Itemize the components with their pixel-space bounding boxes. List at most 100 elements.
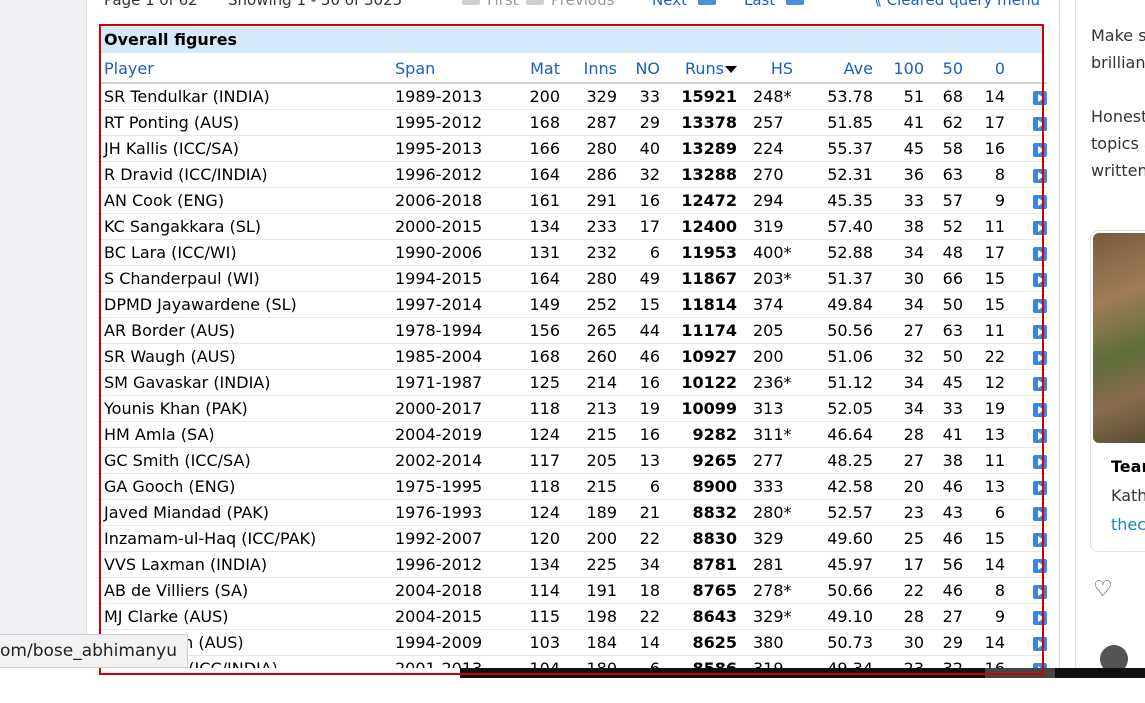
play-arrow-icon[interactable] — [1033, 402, 1047, 417]
col-no[interactable]: NO — [635, 59, 660, 78]
cell-action[interactable] — [1005, 629, 1047, 656]
cell-action[interactable] — [1005, 135, 1047, 162]
last-icon[interactable] — [786, 0, 804, 5]
cell-action[interactable] — [1005, 317, 1047, 344]
cell-action[interactable] — [1005, 109, 1047, 136]
cell-action[interactable] — [1005, 395, 1047, 422]
play-arrow-icon[interactable] — [1033, 298, 1047, 313]
cell-player[interactable]: S Chanderpaul (WI) — [101, 265, 392, 292]
col-span[interactable]: Span — [395, 59, 436, 78]
cell-hundreds: 20 — [873, 473, 924, 500]
cell-action[interactable] — [1005, 473, 1047, 500]
next-icon[interactable] — [698, 0, 716, 5]
cell-action[interactable] — [1005, 421, 1047, 448]
horizontal-scrollbar[interactable] — [460, 668, 1145, 678]
play-arrow-icon[interactable] — [1033, 246, 1047, 261]
play-arrow-icon[interactable] — [1033, 480, 1047, 495]
cell-action[interactable] — [1005, 239, 1047, 266]
cell-action[interactable] — [1005, 265, 1047, 292]
cell-action[interactable] — [1005, 551, 1047, 578]
col-hs[interactable]: HS — [770, 59, 793, 78]
play-arrow-icon[interactable] — [1033, 350, 1047, 365]
cell-player[interactable]: KC Sangakkara (SL) — [101, 213, 392, 240]
cell-player[interactable]: AB de Villiers (SA) — [101, 577, 392, 604]
cell-action[interactable] — [1005, 213, 1047, 240]
cell-player[interactable]: DPMD Jayawardene (SL) — [101, 291, 392, 318]
scrollbar-thumb[interactable] — [985, 668, 1055, 678]
cell-fifties: 50 — [924, 291, 963, 318]
play-arrow-icon[interactable] — [1033, 142, 1047, 157]
cell-action[interactable] — [1005, 525, 1047, 552]
cell-no: 16 — [617, 421, 660, 448]
cell-player[interactable]: BC Lara (ICC/WI) — [101, 239, 392, 266]
cell-action[interactable] — [1005, 499, 1047, 526]
previous-link[interactable]: Previous — [551, 0, 615, 9]
cell-player[interactable]: SR Waugh (AUS) — [101, 343, 392, 370]
play-arrow-icon[interactable] — [1033, 324, 1047, 339]
first-link[interactable]: First — [487, 0, 519, 9]
play-arrow-icon[interactable] — [1033, 376, 1047, 391]
col-inns[interactable]: Inns — [583, 59, 617, 78]
cell-player[interactable]: Javed Miandad (PAK) — [101, 499, 392, 526]
cell-action[interactable] — [1005, 83, 1047, 110]
cell-action[interactable] — [1005, 603, 1047, 630]
play-arrow-icon[interactable] — [1033, 610, 1047, 625]
last-link[interactable]: Last — [744, 0, 776, 9]
cell-player[interactable]: GA Gooch (ENG) — [101, 473, 392, 500]
cell-player[interactable]: Inzamam-ul-Haq (ICC/PAK) — [101, 525, 392, 552]
cell-no: 18 — [617, 577, 660, 604]
play-arrow-icon[interactable] — [1033, 532, 1047, 547]
cell-action[interactable] — [1005, 291, 1047, 318]
play-arrow-icon[interactable] — [1033, 116, 1047, 131]
side-text-2: brilliant — [1091, 53, 1145, 72]
play-arrow-icon[interactable] — [1033, 506, 1047, 521]
cell-action[interactable] — [1005, 343, 1047, 370]
col-100[interactable]: 100 — [893, 59, 924, 78]
col-ave[interactable]: Ave — [843, 59, 873, 78]
cell-runs: 10122 — [660, 369, 737, 396]
cell-hs: 236* — [737, 369, 793, 396]
play-arrow-icon[interactable] — [1033, 220, 1047, 235]
cell-action[interactable] — [1005, 161, 1047, 188]
play-arrow-icon[interactable] — [1033, 558, 1047, 573]
heart-icon[interactable]: ♡ — [1093, 577, 1113, 602]
play-arrow-icon[interactable] — [1033, 636, 1047, 651]
play-arrow-icon[interactable] — [1033, 454, 1047, 469]
play-arrow-icon[interactable] — [1033, 168, 1047, 183]
cell-player[interactable]: MJ Clarke (AUS) — [101, 603, 392, 630]
cell-player[interactable]: Younis Khan (PAK) — [101, 395, 392, 422]
cell-hs: 278* — [737, 577, 793, 604]
cleared-query-link[interactable]: ⟪ Cleared query menu — [875, 0, 1040, 9]
cell-player[interactable]: RT Ponting (AUS) — [101, 109, 392, 136]
col-player[interactable]: Player — [104, 59, 154, 78]
cell-action[interactable] — [1005, 447, 1047, 474]
cell-player[interactable]: GC Smith (ICC/SA) — [101, 447, 392, 474]
cell-runs: 13288 — [660, 161, 737, 188]
cell-player[interactable]: HM Amla (SA) — [101, 421, 392, 448]
cell-action[interactable] — [1005, 187, 1047, 214]
cell-player[interactable]: VVS Laxman (INDIA) — [101, 551, 392, 578]
play-arrow-icon[interactable] — [1033, 428, 1047, 443]
cell-player[interactable]: AR Border (AUS) — [101, 317, 392, 344]
cell-action[interactable] — [1005, 577, 1047, 604]
col-50[interactable]: 50 — [942, 59, 963, 78]
cell-player[interactable]: SR Tendulkar (INDIA) — [104, 87, 270, 106]
play-arrow-icon[interactable] — [1033, 584, 1047, 599]
col-mat[interactable]: Mat — [530, 59, 560, 78]
cell-fifties: 46 — [924, 577, 963, 604]
play-arrow-icon[interactable] — [1033, 272, 1047, 287]
cell-player[interactable]: R Dravid (ICC/INDIA) — [101, 161, 392, 188]
cell-action[interactable] — [1005, 369, 1047, 396]
next-link[interactable]: Next — [652, 0, 687, 9]
cell-player[interactable]: AN Cook (ENG) — [101, 187, 392, 214]
col-0[interactable]: 0 — [994, 59, 1005, 78]
table-row: VVS Laxman (INDIA) 1996-2012 134 225 34 8781 2… — [101, 551, 1047, 578]
article-card[interactable]: Tear Kath thec — [1090, 230, 1145, 552]
play-arrow-icon[interactable] — [1033, 90, 1047, 105]
cell-mat: 166 — [512, 135, 560, 162]
cell-player[interactable]: SM Gavaskar (INDIA) — [101, 369, 392, 396]
col-runs[interactable]: Runs — [660, 55, 737, 83]
article-source[interactable]: thec — [1111, 515, 1145, 534]
cell-player[interactable]: JH Kallis (ICC/SA) — [101, 135, 392, 162]
play-arrow-icon[interactable] — [1033, 194, 1047, 209]
